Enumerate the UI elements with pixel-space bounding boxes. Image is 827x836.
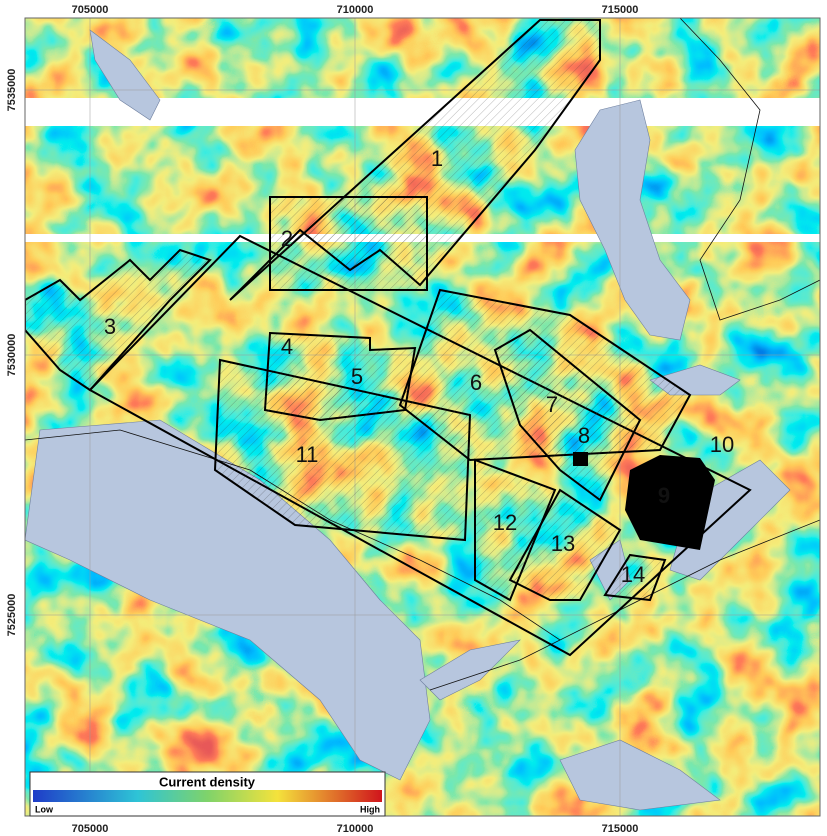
legend-title: Current density [159,774,256,789]
licence-areas [25,19,752,657]
area-label: 2 [281,226,293,251]
legend-high: High [360,804,380,814]
area-label: 11 [296,442,319,467]
area-label: 12 [493,510,517,535]
y-label: 7535000 [6,69,18,112]
lakes [25,29,791,811]
y-label: 7530000 [6,334,18,377]
x-label-top: 710000 [337,4,374,16]
area-9-block [625,455,715,550]
area-label: 7 [546,392,558,417]
x-label-top: 705000 [72,4,109,16]
area-label: 5 [351,364,363,389]
legend-low: Low [35,804,54,814]
legend-colorbar [33,790,382,802]
map-frame [24,17,821,817]
area-label: 3 [104,314,116,339]
x-label-bottom: 715000 [602,823,639,835]
area-label: 6 [470,370,482,395]
area-8-block [573,452,588,466]
x-label-bottom: 710000 [337,823,374,835]
area-label: 1 [431,146,443,171]
legend: Current density Low High [29,771,386,817]
area-label: 14 [621,562,645,587]
area-label: 13 [551,531,575,556]
y-label: 7525000 [6,594,18,637]
area-label: 10 [710,432,734,457]
x-label-bottom: 705000 [72,823,109,835]
area-label: 8 [578,423,590,448]
area-label: 4 [281,334,293,359]
area-label: 9 [658,483,670,508]
x-label-top: 715000 [602,4,639,16]
